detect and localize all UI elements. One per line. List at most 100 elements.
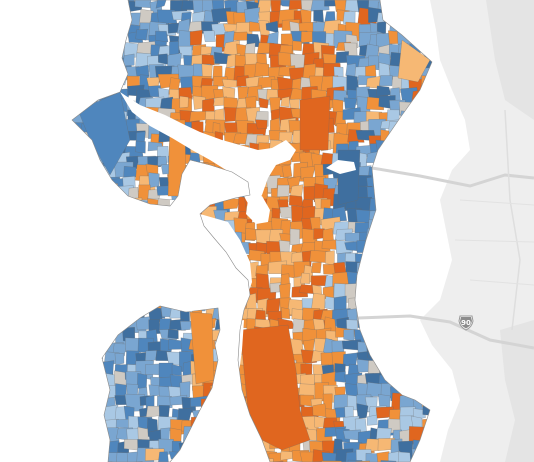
census-tract[interactable]: [423, 351, 435, 371]
census-tract[interactable]: [379, 230, 395, 243]
census-tract[interactable]: [411, 448, 425, 462]
census-tract[interactable]: [188, 288, 203, 301]
census-tract[interactable]: [225, 438, 241, 457]
census-tract[interactable]: [398, 186, 415, 200]
census-tract[interactable]: [59, 287, 74, 303]
census-tract[interactable]: [147, 240, 159, 257]
census-tract[interactable]: [419, 249, 434, 263]
census-tract[interactable]: [402, 319, 420, 339]
census-tract[interactable]: [147, 217, 161, 230]
census-tract[interactable]: [356, 285, 368, 297]
census-tract[interactable]: [388, 261, 406, 276]
census-tract[interactable]: [222, 177, 234, 198]
census-tract[interactable]: [433, 76, 448, 97]
census-tract[interactable]: [281, 164, 293, 178]
census-tract[interactable]: [93, 416, 106, 434]
census-tract[interactable]: [81, 295, 100, 314]
census-tract[interactable]: [430, 232, 442, 244]
census-tract[interactable]: [377, 318, 390, 337]
census-tract[interactable]: [435, 144, 454, 161]
census-tract[interactable]: [368, 219, 387, 234]
census-tract[interactable]: [79, 163, 94, 176]
census-tract[interactable]: [181, 0, 195, 11]
census-tract[interactable]: [125, 337, 143, 353]
census-tract[interactable]: [135, 140, 146, 154]
census-tract[interactable]: [397, 39, 431, 83]
census-tract[interactable]: [214, 414, 230, 435]
census-tract[interactable]: [179, 381, 191, 400]
census-tract[interactable]: [402, 328, 418, 347]
census-tract[interactable]: [369, 264, 381, 280]
census-tract[interactable]: [71, 405, 86, 418]
census-tract[interactable]: [344, 97, 358, 109]
census-tract[interactable]: [83, 350, 95, 364]
census-tract[interactable]: [103, 318, 116, 335]
census-tract[interactable]: [388, 278, 403, 297]
census-tract[interactable]: [60, 350, 71, 362]
census-tract[interactable]: [62, 198, 77, 212]
census-tract[interactable]: [420, 40, 434, 52]
census-tract[interactable]: [167, 329, 179, 340]
census-tract[interactable]: [400, 199, 420, 215]
census-tract[interactable]: [400, 155, 419, 168]
census-tract[interactable]: [355, 460, 372, 462]
census-tract[interactable]: [423, 361, 440, 382]
census-tract[interactable]: [149, 210, 164, 228]
census-tract[interactable]: [419, 206, 432, 219]
census-tract[interactable]: [337, 149, 361, 206]
census-tract[interactable]: [58, 86, 69, 105]
census-tract[interactable]: [356, 261, 371, 279]
census-tract[interactable]: [60, 45, 76, 58]
census-tract[interactable]: [180, 186, 201, 205]
census-tract[interactable]: [179, 450, 198, 462]
census-tract[interactable]: [104, 296, 124, 314]
census-tract[interactable]: [431, 430, 447, 444]
census-tract[interactable]: [80, 220, 96, 230]
census-tract[interactable]: [401, 373, 420, 388]
census-tract[interactable]: [192, 295, 206, 312]
census-tract[interactable]: [79, 243, 97, 255]
census-tract[interactable]: [356, 240, 371, 253]
census-tract[interactable]: [102, 305, 117, 321]
census-tract[interactable]: [103, 0, 122, 16]
census-tract[interactable]: [325, 250, 335, 266]
census-tract[interactable]: [189, 440, 206, 451]
census-tract[interactable]: [93, 195, 109, 216]
census-tract[interactable]: [69, 199, 83, 210]
census-tract[interactable]: [80, 372, 96, 391]
census-tract[interactable]: [245, 449, 263, 462]
census-tract[interactable]: [181, 272, 195, 283]
census-tract[interactable]: [321, 460, 342, 462]
census-tract[interactable]: [387, 317, 402, 332]
census-tract[interactable]: [81, 397, 97, 410]
census-tract[interactable]: [102, 216, 114, 237]
census-tract[interactable]: [421, 396, 438, 408]
census-tract[interactable]: [434, 407, 447, 420]
census-tract[interactable]: [80, 272, 94, 286]
census-tract[interactable]: [80, 405, 92, 426]
census-tract[interactable]: [182, 265, 198, 282]
census-tract[interactable]: [57, 144, 68, 163]
census-tract[interactable]: [72, 153, 83, 172]
census-tract[interactable]: [401, 122, 415, 134]
census-tract[interactable]: [345, 451, 358, 462]
census-tract[interactable]: [62, 175, 73, 196]
census-tract[interactable]: [379, 208, 394, 221]
census-tract[interactable]: [256, 134, 270, 146]
census-tract[interactable]: [80, 383, 98, 396]
census-tract[interactable]: [72, 396, 86, 409]
census-tract[interactable]: [376, 427, 392, 440]
census-tract[interactable]: [58, 428, 76, 445]
census-tract[interactable]: [58, 261, 71, 276]
census-tract[interactable]: [413, 253, 432, 265]
census-tract[interactable]: [77, 91, 131, 176]
census-tract[interactable]: [58, 119, 73, 134]
census-tract[interactable]: [58, 11, 74, 31]
census-tract[interactable]: [71, 64, 83, 77]
census-tract[interactable]: [73, 99, 86, 112]
census-tract[interactable]: [80, 285, 91, 301]
census-tract[interactable]: [435, 88, 453, 102]
census-tract[interactable]: [127, 275, 147, 287]
census-tract[interactable]: [423, 33, 436, 51]
